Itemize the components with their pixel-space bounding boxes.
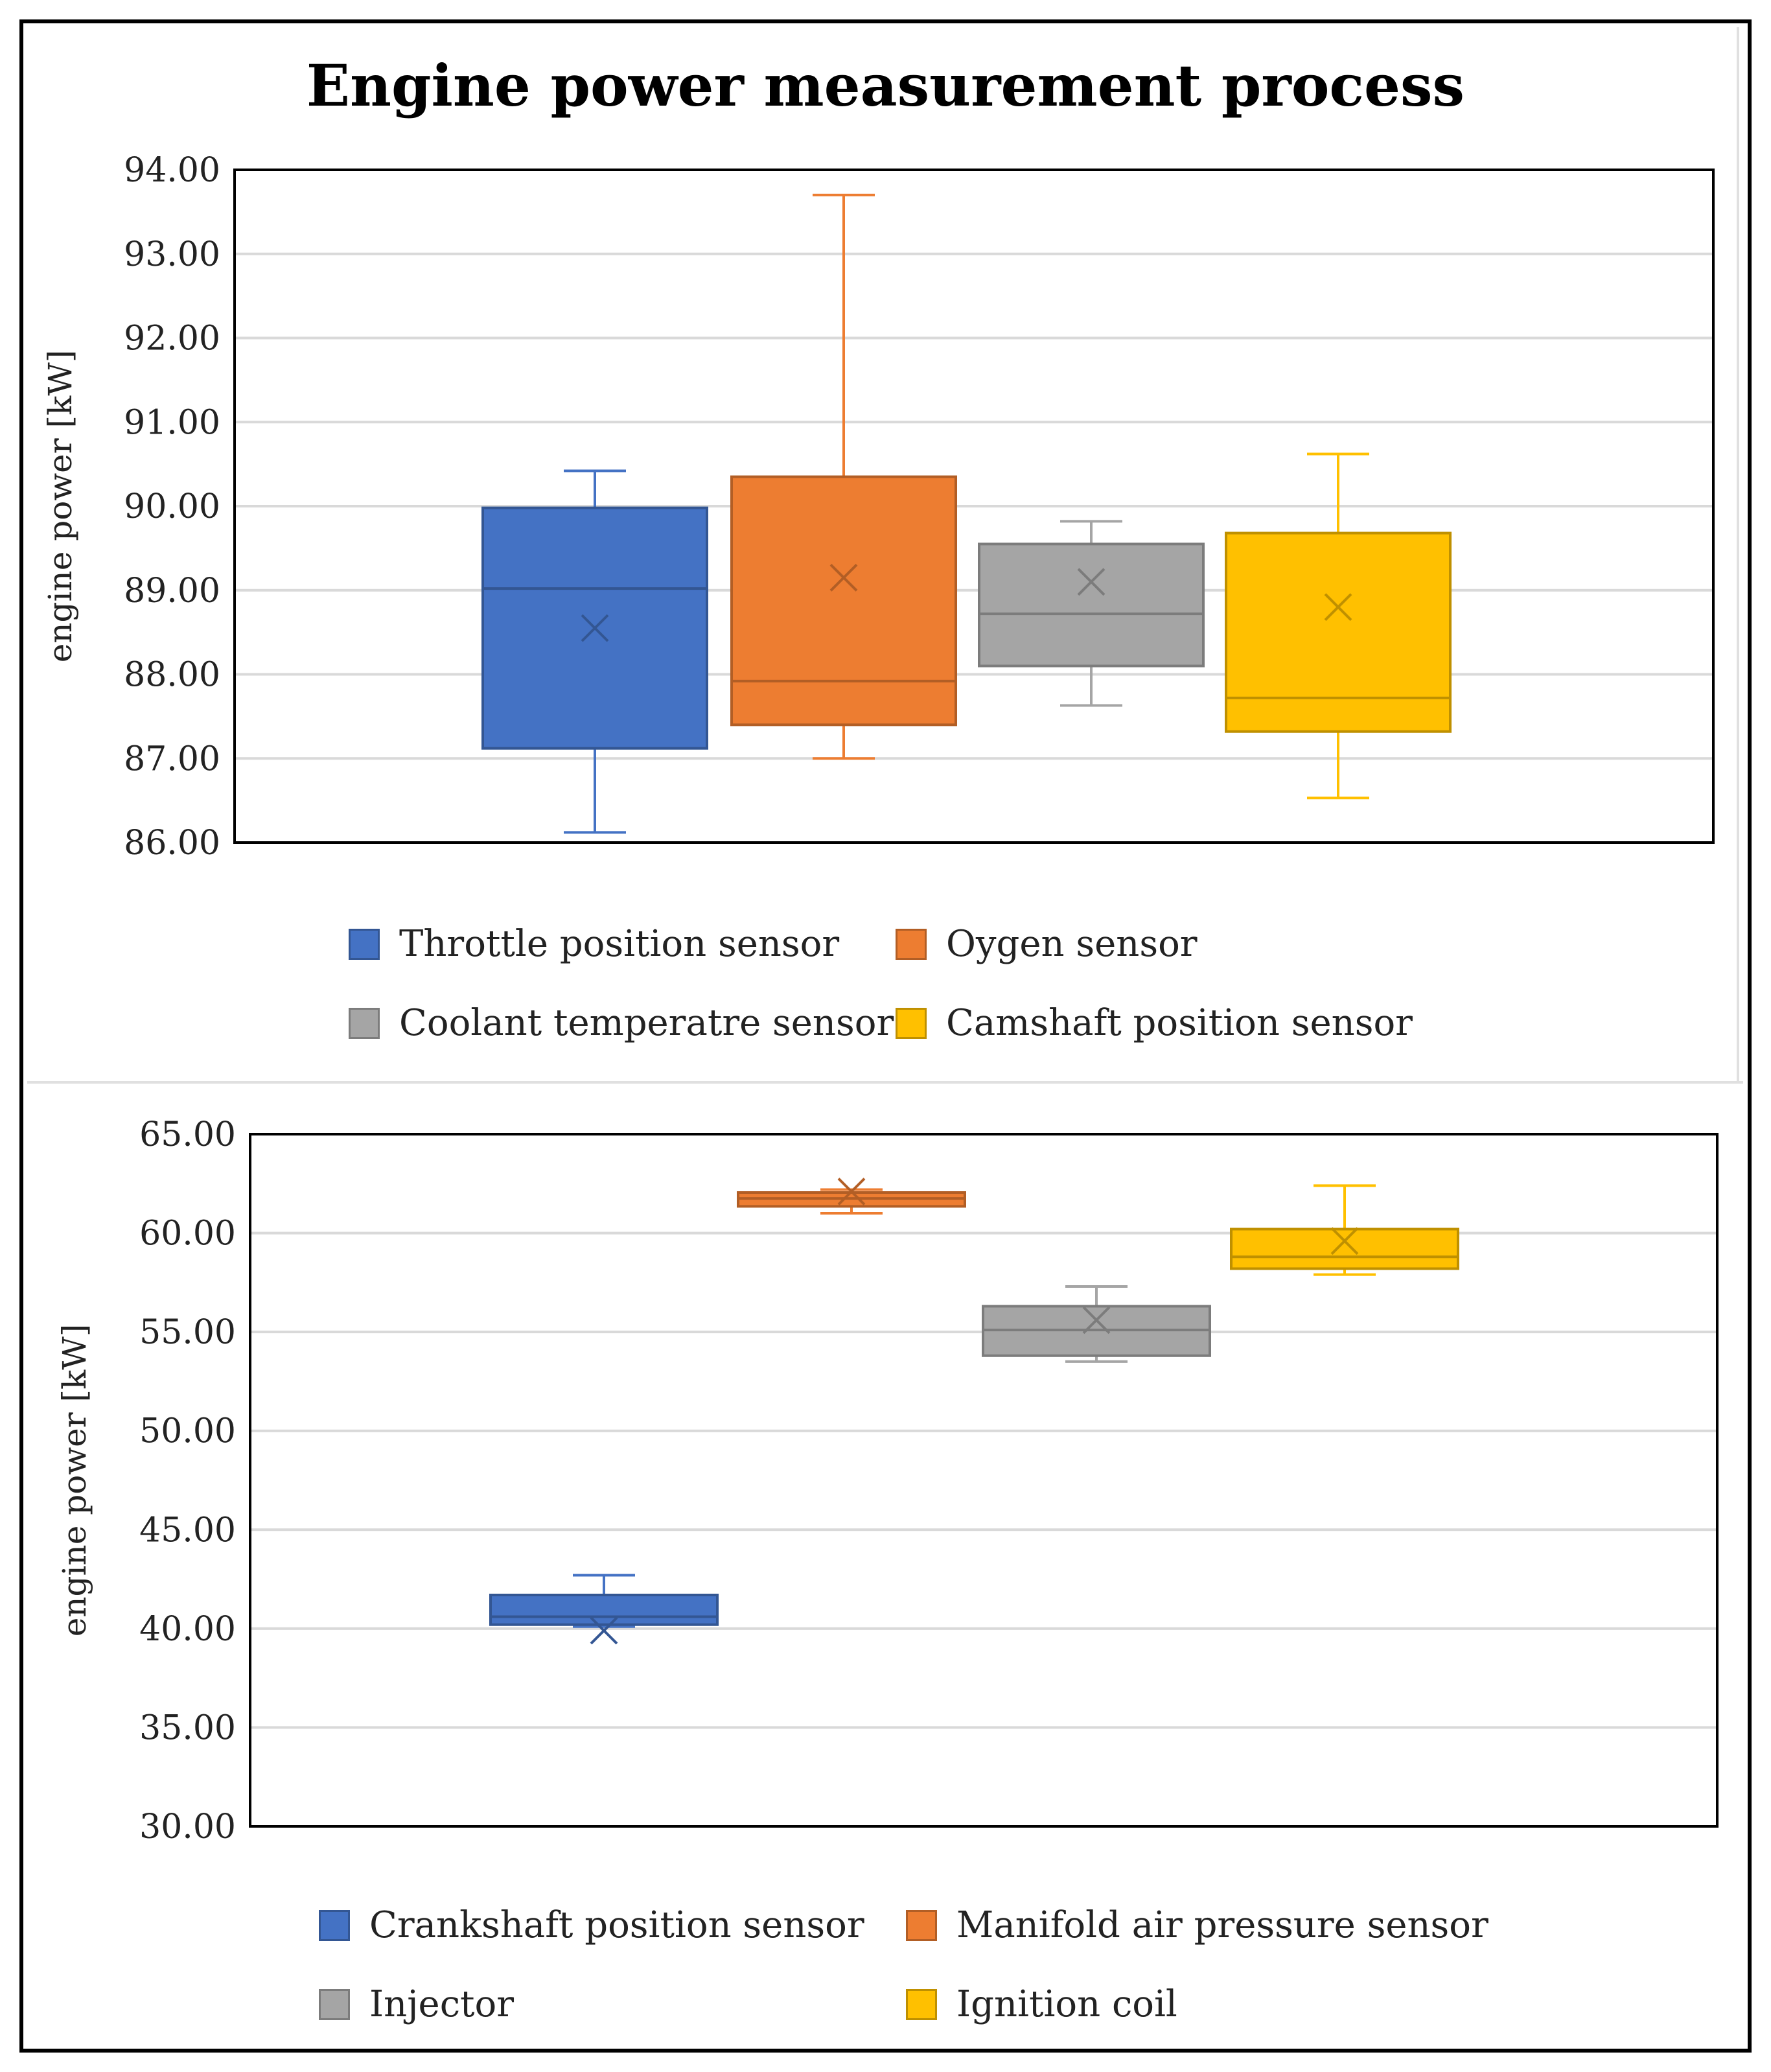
plot-area-bottom [249, 1133, 1719, 1828]
legend-swatch-injector [319, 1988, 350, 2020]
legend-item-injector: Injector [319, 1983, 514, 2025]
y-tick-label: 35.00 [139, 1708, 236, 1747]
legend-item-crankshaft: Crankshaft position sensor [319, 1904, 864, 1946]
y-axis-label: engine power [kW] [41, 350, 79, 662]
legend-swatch-camshaft [896, 1007, 927, 1039]
y-tick-label: 30.00 [139, 1808, 236, 1846]
legend-swatch-ignition [906, 1988, 937, 2020]
y-tick-label: 91.00 [124, 403, 220, 442]
mean-marker [1330, 1227, 1359, 1255]
mean-marker [1324, 593, 1352, 622]
legend-label-camshaft: Camshaft position sensor [946, 1002, 1413, 1044]
y-tick-label: 50.00 [139, 1412, 236, 1451]
y-tick-label: 90.00 [124, 487, 220, 526]
y-tick-label: 55.00 [139, 1313, 236, 1352]
legend-item-coolant: Coolant temperatre sensor [349, 1002, 894, 1044]
legend-item-throttle: Throttle position sensor [349, 923, 839, 965]
chart-top: 86.00 87.00 88.00 89.00 90.00 91.00 92.00 93.00… [41, 151, 1713, 863]
y-tick-label: 92.00 [124, 320, 220, 358]
legend-label-crankshaft: Crankshaft position sensor [369, 1904, 864, 1946]
y-tick-label: 93.00 [124, 235, 220, 274]
figure-frame [19, 19, 1752, 2053]
legend-swatch-crankshaft [319, 1909, 350, 1941]
legend-label-ignition: Ignition coil [956, 1983, 1177, 2025]
mean-marker [1082, 1306, 1111, 1334]
y-tick-label: 94.00 [124, 151, 220, 190]
box [978, 542, 1205, 668]
y-tick-label: 65.00 [139, 1115, 236, 1154]
box [730, 475, 957, 727]
box [489, 1593, 719, 1626]
y-tick-label: 86.00 [124, 824, 220, 863]
legend-item-camshaft: Camshaft position sensor [896, 1002, 1413, 1044]
mean-marker [590, 1616, 618, 1645]
legend-label-coolant: Coolant temperatre sensor [399, 1002, 894, 1044]
legend-swatch-oxygen [896, 928, 927, 960]
legend-label-throttle: Throttle position sensor [399, 923, 840, 965]
legend-swatch-manifold [906, 1909, 937, 1941]
legend-item-ignition: Ignition coil [906, 1983, 1177, 2025]
box [1230, 1228, 1459, 1270]
y-tick-label: 88.00 [124, 656, 220, 695]
legend-label-injector: Injector [369, 1983, 515, 2025]
panel-divider [27, 1081, 1743, 1084]
y-tick-label: 87.00 [124, 739, 220, 778]
mean-marker [829, 563, 858, 592]
y-tick-label: 60.00 [139, 1215, 236, 1253]
legend-label-oxygen: Oygen sensor [946, 923, 1198, 965]
legend-item-oxygen: Oygen sensor [896, 923, 1198, 965]
legend-swatch-coolant [349, 1007, 380, 1039]
legend-item-manifold: Manifold air pressure sensor [906, 1904, 1488, 1946]
mean-marker [837, 1178, 866, 1205]
plot-area-top [233, 169, 1715, 844]
legend-label-manifold: Manifold air pressure sensor [956, 1904, 1488, 1946]
y-tick-label: 89.00 [124, 572, 220, 611]
mean-marker [1077, 568, 1105, 596]
y-tick-label: 40.00 [139, 1610, 236, 1649]
y-tick-label: 45.00 [139, 1511, 236, 1550]
chart-title: Engine power measurement process [306, 52, 1465, 119]
legend-swatch-throttle [349, 928, 380, 960]
panel-edge [1737, 27, 1739, 1081]
y-axis-label: engine power [kW] [56, 1324, 93, 1636]
mean-marker [581, 614, 609, 642]
